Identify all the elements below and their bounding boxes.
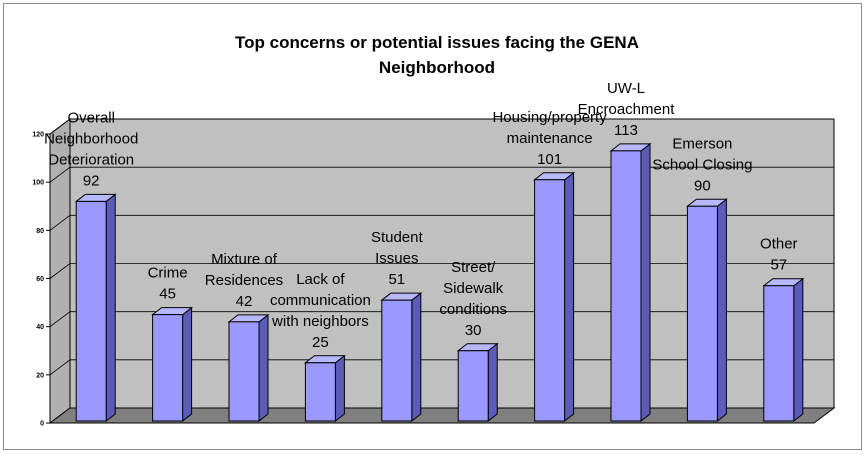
y-tick-label: 20 — [36, 372, 44, 379]
category-label: Crime — [148, 265, 188, 282]
bar-front — [75, 200, 107, 422]
bar-front — [610, 150, 642, 422]
gridlines — [49, 118, 834, 376]
category-label: Overall — [67, 109, 115, 126]
value-label: 30 — [465, 322, 482, 339]
bar-front — [381, 299, 413, 422]
category-label: conditions — [439, 301, 507, 318]
chart-title-line: Top concerns or potential issues facing … — [235, 33, 639, 52]
bar-side — [487, 342, 498, 423]
gridline — [49, 359, 834, 376]
bar-front — [228, 321, 260, 422]
bar-side — [334, 354, 345, 423]
category-label: Encroachment — [578, 101, 676, 118]
category-label: Other — [760, 236, 798, 253]
chart-title: Top concerns or potential issues facing … — [235, 33, 639, 77]
bar-front — [304, 362, 336, 422]
y-tick-label: 100 — [32, 180, 44, 187]
bars — [74, 142, 805, 423]
bar-side — [411, 292, 422, 423]
gridline — [49, 166, 834, 183]
category-label: UW-L — [607, 80, 645, 97]
bar-side — [716, 198, 727, 423]
category-label: Housing/property — [492, 109, 607, 126]
bar — [533, 171, 576, 423]
bar — [456, 342, 499, 423]
y-tick-label: 60 — [36, 276, 44, 283]
category-label: Street/ — [451, 259, 496, 276]
bar — [762, 277, 805, 423]
category-label: Sidewalk — [443, 280, 504, 297]
value-label: 42 — [236, 293, 253, 310]
gridline — [49, 214, 834, 231]
data-labels: 92 Overall Neighborhood Deterioration 45 Crim… — [44, 80, 797, 351]
value-label: 90 — [694, 177, 711, 194]
bar — [227, 313, 270, 423]
bar-front — [457, 350, 489, 422]
bar-side — [564, 171, 575, 423]
value-label: 101 — [537, 151, 562, 168]
value-label: 45 — [159, 286, 176, 303]
bar — [380, 292, 423, 423]
bar-front — [763, 285, 795, 422]
value-label: 57 — [770, 257, 787, 274]
category-label: Student — [371, 229, 424, 246]
value-label: 51 — [388, 271, 405, 288]
category-label: communication — [270, 292, 371, 309]
category-label: Emerson — [672, 135, 732, 152]
category-label: Lack of — [296, 271, 345, 288]
bar — [303, 354, 346, 423]
bar-front — [534, 179, 566, 422]
value-label: 92 — [83, 172, 100, 189]
y-tick-label: 0 — [40, 421, 44, 428]
category-label: with neighbors — [271, 313, 369, 330]
bar-front — [152, 314, 184, 422]
category-label: Residences — [205, 272, 283, 289]
bar-front — [686, 205, 718, 422]
bar — [609, 142, 652, 423]
bar — [685, 198, 728, 423]
chart-title-line: Neighborhood — [379, 58, 495, 77]
gridline — [49, 263, 834, 279]
value-label: 25 — [312, 334, 329, 351]
bar — [74, 193, 117, 423]
gridline — [49, 118, 834, 135]
bar-side — [640, 142, 651, 423]
bar-side — [182, 306, 193, 423]
category-label: Deterioration — [48, 151, 134, 168]
category-label: Mixture of — [211, 251, 278, 268]
category-label: Issues — [375, 250, 418, 267]
gridline — [49, 311, 834, 327]
bar — [151, 306, 194, 423]
category-label: maintenance — [507, 130, 593, 147]
y-axis: 0 20 40 60 80 100 120 — [32, 132, 51, 428]
category-label: Neighborhood — [44, 130, 138, 147]
y-tick-label: 40 — [36, 324, 44, 331]
bar-side — [258, 313, 269, 423]
y-tick-label: 120 — [32, 132, 44, 139]
y-tick-label: 80 — [36, 228, 44, 235]
bar-side — [793, 277, 804, 423]
category-label: School Closing — [652, 156, 752, 173]
value-label: 113 — [614, 122, 638, 139]
bar-side — [105, 193, 116, 423]
